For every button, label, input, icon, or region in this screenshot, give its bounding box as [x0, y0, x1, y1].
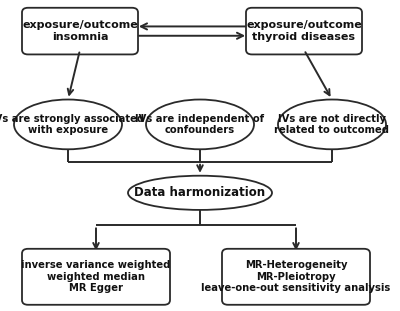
Text: Data harmonization: Data harmonization [134, 186, 266, 199]
FancyBboxPatch shape [22, 8, 138, 54]
FancyBboxPatch shape [246, 8, 362, 54]
Text: inverse variance weighted
weighted median
MR Egger: inverse variance weighted weighted media… [21, 260, 171, 293]
Text: IVs are not directly
related to outcomed: IVs are not directly related to outcomed [274, 114, 390, 135]
Text: MR-Heterogeneity
MR-Pleiotropy
leave-one-out sensitivity analysis: MR-Heterogeneity MR-Pleiotropy leave-one… [201, 260, 391, 293]
Text: IVs are independent of
confounders: IVs are independent of confounders [136, 114, 264, 135]
FancyBboxPatch shape [22, 249, 170, 305]
Text: exposure/outcome
thyroid diseases: exposure/outcome thyroid diseases [246, 20, 362, 42]
Ellipse shape [146, 100, 254, 149]
Ellipse shape [278, 100, 386, 149]
Ellipse shape [14, 100, 122, 149]
Ellipse shape [128, 176, 272, 210]
Text: exposure/outcome
insomnia: exposure/outcome insomnia [22, 20, 138, 42]
FancyBboxPatch shape [222, 249, 370, 305]
Text: IVs are strongly associated
with exposure: IVs are strongly associated with exposur… [0, 114, 144, 135]
